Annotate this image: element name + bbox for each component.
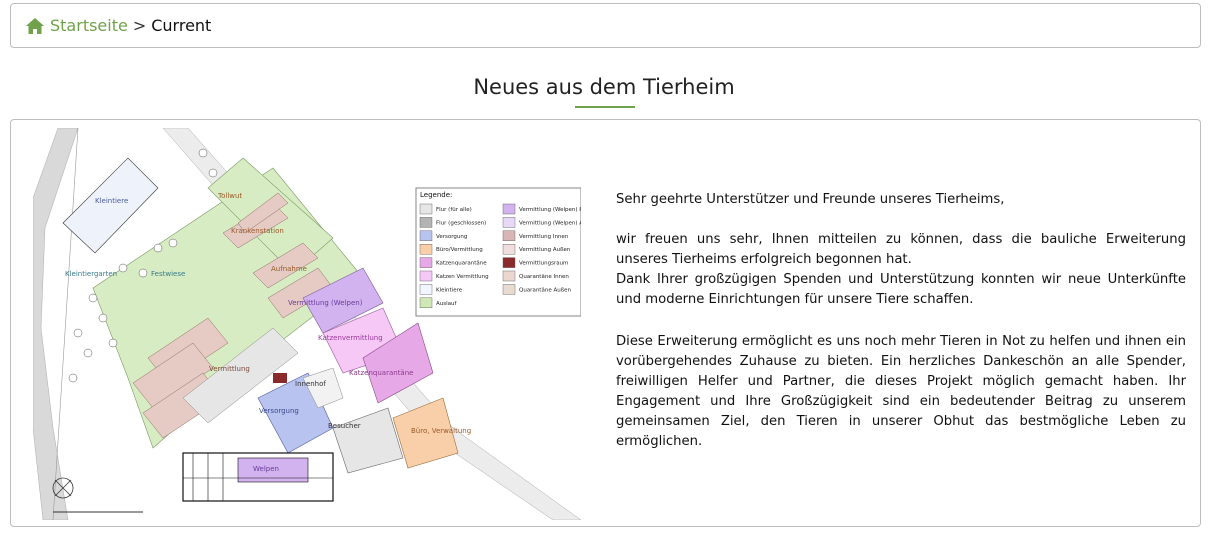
legend-swatch	[419, 203, 433, 215]
plan-label-besucher: Besucher	[328, 422, 361, 430]
plan-label-katzenvermittlung: Katzenvermittlung	[318, 334, 383, 342]
legend-entry-label: Quarantäne Außen	[519, 287, 572, 293]
legend-entry-label: Büro/Vermittlung	[436, 247, 483, 253]
plan-label-buero: Büro, Verwaltung	[411, 427, 471, 435]
legend-entry-label: Flur (geschlossen)	[436, 220, 486, 226]
plan-label-welpen: Welpen	[253, 465, 279, 473]
plan-label-tollwut: Tollwut	[217, 192, 242, 200]
article-text: Sehr geehrte Unterstützer und Freunde un…	[616, 190, 1186, 472]
breadcrumb-home-link[interactable]: Startseite	[50, 16, 128, 35]
legend-title: Legende:	[420, 191, 452, 199]
legend-swatch	[502, 284, 516, 295]
legend-swatch	[419, 230, 433, 242]
legend-swatch	[502, 203, 516, 215]
breadcrumb: Startseite > Current	[10, 3, 1201, 48]
title-underline	[575, 106, 635, 108]
plan-label-katzenquarantaene: Katzenquarantäne	[349, 369, 413, 377]
plan-label-innenhof: Innenhof	[295, 380, 326, 388]
legend-entry-label: Vermittlung Innen	[519, 234, 569, 240]
legend-entry-label: Vermittlungsraum	[519, 261, 568, 267]
legend-entry-label: Kleintiere	[436, 287, 463, 293]
plan-label-festwiese: Festwiese	[151, 270, 185, 278]
article-greeting: Sehr geehrte Unterstützer und Freunde un…	[616, 192, 1005, 207]
breadcrumb-current: Current	[151, 16, 212, 35]
legend-entry-label: Vermittlung (Welpen) Innen	[519, 207, 581, 213]
legend-swatch	[419, 217, 433, 228]
legend-entry-label: Vermittlung (Welpen) Außen	[519, 220, 581, 226]
legend-swatch	[419, 270, 433, 282]
legend-swatch	[502, 230, 516, 242]
site-plan-image: Kleintiere Kleintiergarten Festwiese Tol…	[33, 128, 581, 520]
legend-swatch	[502, 270, 516, 282]
news-card: Kleintiere Kleintiergarten Festwiese Tol…	[10, 119, 1201, 527]
legend-entry-label: Flur (für alle)	[436, 207, 472, 213]
plan-label-kleintiere: Kleintiere	[95, 197, 128, 205]
breadcrumb-separator: >	[132, 16, 147, 35]
legend-swatch	[419, 257, 433, 268]
legend-swatch	[502, 217, 516, 228]
home-icon[interactable]	[25, 17, 45, 35]
legend-swatch	[419, 284, 433, 295]
legend-entry-label: Katzenquarantäne	[436, 261, 487, 267]
plan-label-aufnahme: Aufnahme	[271, 265, 307, 273]
legend-entry-label: Vermittlung Außen	[519, 247, 571, 253]
legend-swatch	[502, 243, 516, 255]
plan-label-vermittlung: Vermittlung	[209, 365, 250, 373]
legend-swatch	[502, 257, 516, 268]
plan-label-kleintiergarten: Kleintiergarten	[65, 270, 117, 278]
legend-entry-label: Quarantäne Innen	[519, 274, 569, 280]
article-paragraph-3: Diese Erweiterung ermöglicht es uns noch…	[616, 334, 1186, 449]
legend-swatch	[419, 297, 433, 309]
legend-entry-label: Katzen Vermittlung	[436, 274, 489, 280]
plan-label-versorgung: Versorgung	[259, 407, 299, 415]
article-paragraph-1: wir freuen uns sehr, Ihnen mitteilen zu …	[616, 232, 1186, 267]
legend-entry-label: Versorgung	[436, 234, 467, 240]
plan-label-vermittlung-welpen: Vermittlung (Welpen)	[288, 299, 363, 307]
plan-label-krankenstation: Krankenstation	[231, 227, 284, 235]
legend-swatch	[419, 243, 433, 255]
legend-entry-label: Auslauf	[436, 301, 457, 307]
plan-legend: Legende: Flur (für alle) Flur (geschlosse…	[415, 187, 581, 317]
page-title: Neues aus dem Tierheim	[473, 75, 735, 99]
article-paragraph-2: Dank Ihrer großzügigen Spenden und Unter…	[616, 272, 1186, 307]
